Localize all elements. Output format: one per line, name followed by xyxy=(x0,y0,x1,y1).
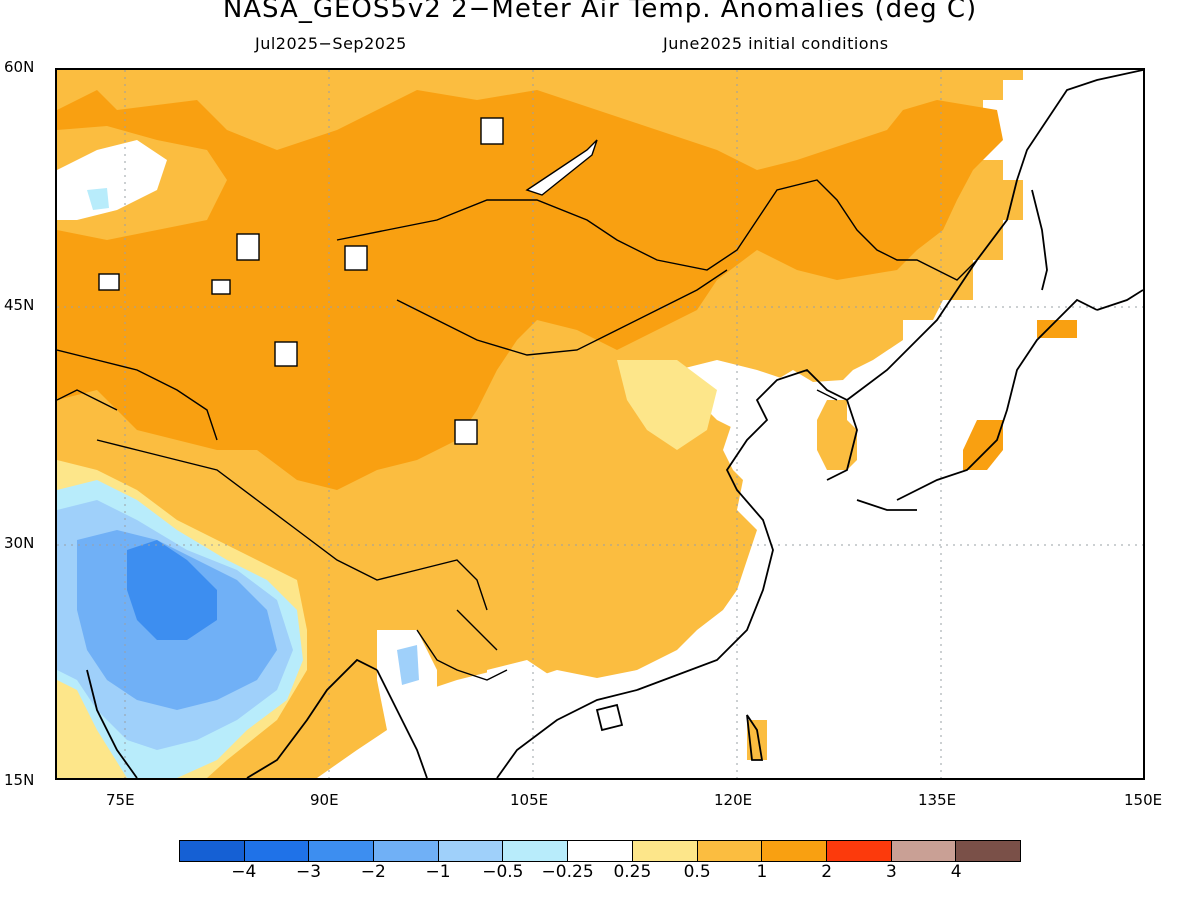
coastline-korea-russia xyxy=(846,70,1143,401)
lake-khuvsgul xyxy=(480,117,504,145)
coastlines xyxy=(86,70,1143,778)
color-legend-swatch xyxy=(309,841,375,861)
coastline-indochina xyxy=(376,669,638,778)
border-himalaya xyxy=(96,439,488,611)
anomaly-map xyxy=(57,70,1143,778)
color-legend-label: 1 xyxy=(756,862,768,882)
map-title: NASA_GEOS5v2 2−Meter Air Temp. Anomalies… xyxy=(222,0,978,24)
anomaly-region-light-north-china xyxy=(617,360,717,450)
coastline-sakhalin xyxy=(1031,189,1048,291)
lat-label-30n: 30N xyxy=(4,534,35,552)
color-legend-label: 3 xyxy=(886,862,897,882)
anomaly-region-neutral-vietnam xyxy=(487,660,557,778)
lake-baikal xyxy=(525,139,598,196)
forecast-period: Jul2025−Sep2025 xyxy=(255,34,407,53)
country-borders xyxy=(57,179,978,681)
anomaly-region-cool-kazakhstan xyxy=(87,188,109,210)
color-legend-label: −3 xyxy=(296,862,322,882)
border-mongolia xyxy=(336,179,978,356)
lake-zaysan xyxy=(236,233,260,261)
color-legend-swatch xyxy=(956,841,1020,861)
anomaly-region-japan xyxy=(963,420,1003,470)
color-legend-label: −4 xyxy=(231,862,257,882)
color-legend-label: −2 xyxy=(360,862,386,882)
color-legend-label: −0.5 xyxy=(482,862,524,882)
map-panel xyxy=(55,68,1145,780)
lake-uvs xyxy=(344,245,368,271)
anomaly-region-1-2 xyxy=(57,90,1003,490)
anomaly-region-hokkaido xyxy=(1037,320,1077,338)
lat-label-45n: 45N xyxy=(4,296,35,314)
coastline-hainan xyxy=(595,703,624,732)
lon-label-105e: 105E xyxy=(510,791,549,809)
color-legend-swatch xyxy=(244,841,310,861)
color-legend-swatch xyxy=(891,841,957,861)
lake-qinghai xyxy=(454,419,478,445)
anomaly-region-neutral-north-china xyxy=(677,360,803,430)
coastline-taiwan xyxy=(746,714,764,761)
border-korea xyxy=(816,389,838,401)
lake-balkhash xyxy=(211,279,231,295)
lon-label-120e: 120E xyxy=(714,791,753,809)
color-legend-swatch xyxy=(503,841,569,861)
anomaly-region-neutral-indochina xyxy=(377,630,437,750)
color-legend-swatch xyxy=(762,841,827,861)
graticule xyxy=(57,70,1143,778)
anomaly-region-cool-indochina xyxy=(397,645,419,685)
color-legend-label: 2 xyxy=(821,862,833,882)
anomaly-region-korea xyxy=(817,400,857,470)
color-legend-swatch xyxy=(697,841,763,861)
anomaly-region-india-cool-2 xyxy=(127,540,217,640)
lake-issyk-kul xyxy=(274,341,298,367)
lake-aral xyxy=(98,273,120,291)
color-legend-swatch xyxy=(374,841,439,861)
coastline-kurils xyxy=(1096,289,1143,311)
lon-label-150e: 150E xyxy=(1124,791,1163,809)
anomaly-region-taiwan xyxy=(747,720,767,760)
lat-label-60n: 60N xyxy=(4,58,35,76)
lon-label-135e: 135E xyxy=(918,791,957,809)
coastline-japan xyxy=(856,298,1098,511)
coastline-india xyxy=(86,658,378,778)
lon-label-75e: 75E xyxy=(106,791,135,809)
lon-label-90e: 90E xyxy=(310,791,339,809)
color-legend-swatch xyxy=(632,841,698,861)
color-legend-label: 0.25 xyxy=(613,862,652,882)
color-legend-label: −1 xyxy=(425,862,451,882)
color-legend-label: 4 xyxy=(950,862,962,882)
lat-label-15n: 15N xyxy=(4,771,35,789)
border-southeast-asia xyxy=(416,609,508,681)
color-legend-swatch xyxy=(180,841,245,861)
color-legend xyxy=(179,840,1021,862)
color-legend-label: 0.5 xyxy=(683,862,711,882)
anomaly-region-neutral-kazakhstan xyxy=(57,140,167,220)
initial-conditions: June2025 initial conditions xyxy=(663,34,889,53)
color-legend-swatch xyxy=(438,841,504,861)
border-central-asia xyxy=(57,349,218,441)
color-legend-label: −0.25 xyxy=(541,862,594,882)
color-legend-swatch xyxy=(826,841,892,861)
color-legend-swatch xyxy=(568,841,633,861)
lakes xyxy=(98,117,598,445)
